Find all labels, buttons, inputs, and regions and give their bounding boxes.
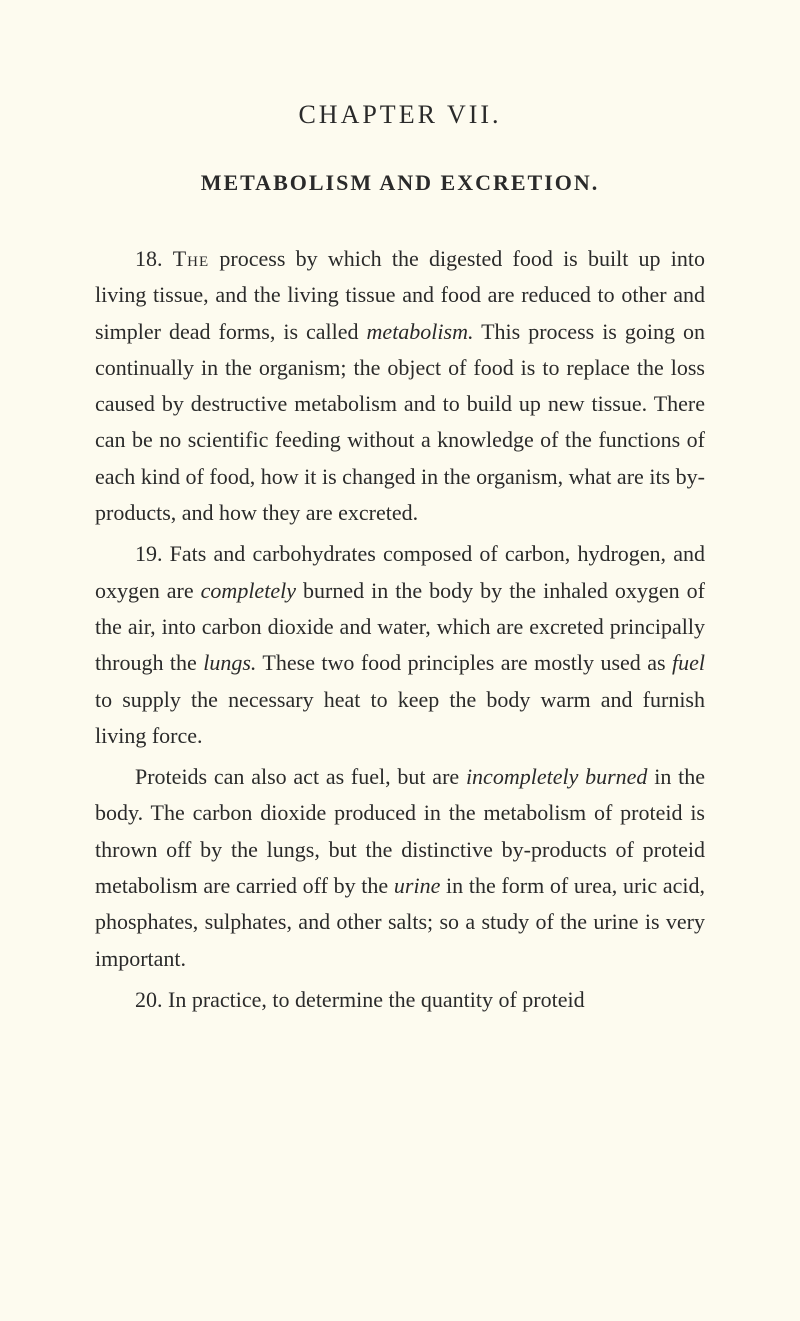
italic-text: urine — [394, 873, 440, 898]
paragraph-20: 20. In practice, to determine the quanti… — [95, 982, 705, 1018]
para-number: 20. — [135, 987, 163, 1012]
body-text: This process is going on continually in … — [95, 319, 705, 525]
paragraph-19: 19. Fats and carbohydrates composed of c… — [95, 536, 705, 754]
italic-text: fuel — [672, 650, 705, 675]
lead-word: The — [173, 246, 209, 271]
body-text: to supply the necessary heat to keep the… — [95, 687, 705, 748]
italic-text: completely — [201, 578, 296, 603]
body-text: These two food principles are mostly use… — [256, 650, 672, 675]
paragraph-18: 18. The process by which the digested fo… — [95, 241, 705, 531]
body-text: Proteids can also act as fuel, but are — [135, 764, 466, 789]
paragraph-19b: Proteids can also act as fuel, but are i… — [95, 759, 705, 977]
italic-text: metabolism. — [367, 319, 474, 344]
section-title: METABOLISM AND EXCRETION. — [95, 170, 705, 196]
chapter-title: CHAPTER VII. — [95, 100, 705, 130]
italic-text: lungs. — [203, 650, 256, 675]
para-number: 19. — [135, 541, 163, 566]
italic-text: incompletely burned — [466, 764, 648, 789]
body-text: In practice, to determine the quantity o… — [163, 987, 585, 1012]
para-number: 18. — [135, 246, 163, 271]
